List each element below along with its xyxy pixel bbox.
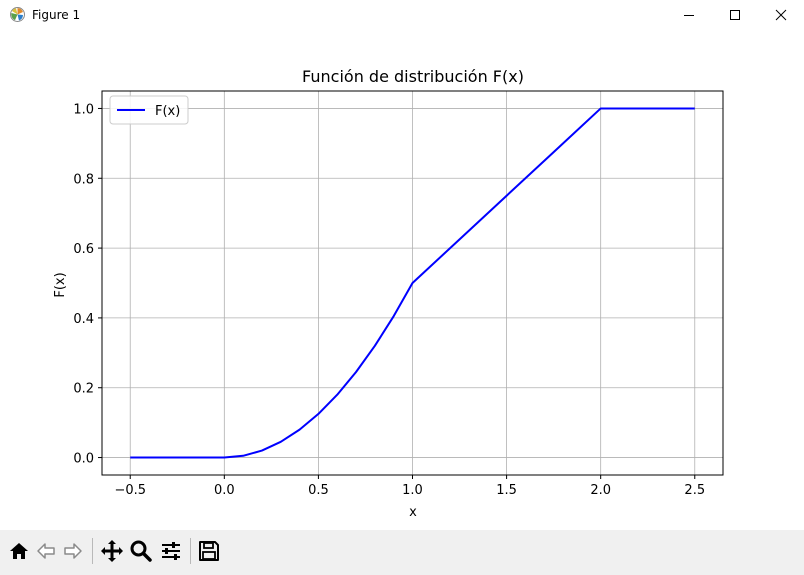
x-tick-label: 1.0	[402, 483, 423, 498]
navigation-toolbar	[0, 530, 804, 575]
save-button[interactable]	[197, 539, 221, 563]
save-icon	[199, 541, 219, 561]
x-axis-label: x	[409, 505, 417, 520]
maximize-button[interactable]	[712, 0, 758, 30]
distribution-chart: Función de distribución F(x) −0.5 0.0 0.5 1…	[53, 67, 724, 520]
window-titlebar: Figure 1	[0, 0, 804, 30]
legend-label: F(x)	[155, 104, 180, 119]
configure-subplots-button[interactable]	[159, 539, 183, 563]
series-line-F-x	[130, 107, 695, 459]
figure-canvas[interactable]: Función de distribución F(x) −0.5 0.0 0.5 1…	[0, 30, 804, 530]
home-icon	[10, 543, 28, 559]
y-tick-label: 0.6	[73, 242, 94, 257]
window-title: Figure 1	[32, 8, 81, 22]
minimize-button[interactable]	[666, 0, 712, 30]
pan-button[interactable]	[100, 539, 124, 563]
forward-icon	[64, 543, 82, 559]
pan-icon	[101, 540, 123, 562]
x-tick-label: 2.5	[684, 483, 705, 498]
axis-ticks: −0.5 0.0 0.5 1.0 1.5 2.0 2.5 0.0 0.2 0.4 0.6 0.8 1.0	[73, 102, 705, 498]
y-tick-label: 1.0	[73, 102, 94, 117]
minimize-icon	[684, 15, 694, 16]
configure-subplots-icon	[162, 542, 180, 560]
y-tick-label: 0.4	[73, 312, 94, 327]
y-tick-label: 0.0	[73, 452, 94, 467]
zoom-button[interactable]	[129, 539, 153, 563]
x-tick-label: −0.5	[114, 483, 146, 498]
y-tick-label: 0.8	[73, 172, 94, 187]
back-button[interactable]	[34, 539, 58, 563]
home-button[interactable]	[7, 539, 31, 563]
close-button[interactable]	[758, 0, 804, 30]
toolbar-separator	[92, 538, 93, 564]
matplotlib-app-icon	[10, 7, 25, 22]
x-tick-label: 0.0	[214, 483, 235, 498]
legend: F(x)	[109, 95, 189, 125]
x-tick-label: 1.5	[496, 483, 517, 498]
y-tick-label: 0.2	[73, 382, 94, 397]
x-tick-label: 0.5	[308, 483, 329, 498]
close-icon	[775, 9, 787, 21]
maximize-icon	[730, 10, 740, 20]
grid-lines	[102, 91, 723, 475]
axes-frame	[101, 90, 724, 476]
y-axis-label: F(x)	[53, 272, 68, 297]
toolbar-separator	[190, 538, 191, 564]
x-tick-label: 2.0	[590, 483, 611, 498]
chart-title: Función de distribución F(x)	[302, 67, 524, 86]
series-lines	[130, 107, 695, 459]
zoom-icon	[130, 540, 152, 562]
forward-button[interactable]	[61, 539, 85, 563]
back-icon	[37, 543, 55, 559]
